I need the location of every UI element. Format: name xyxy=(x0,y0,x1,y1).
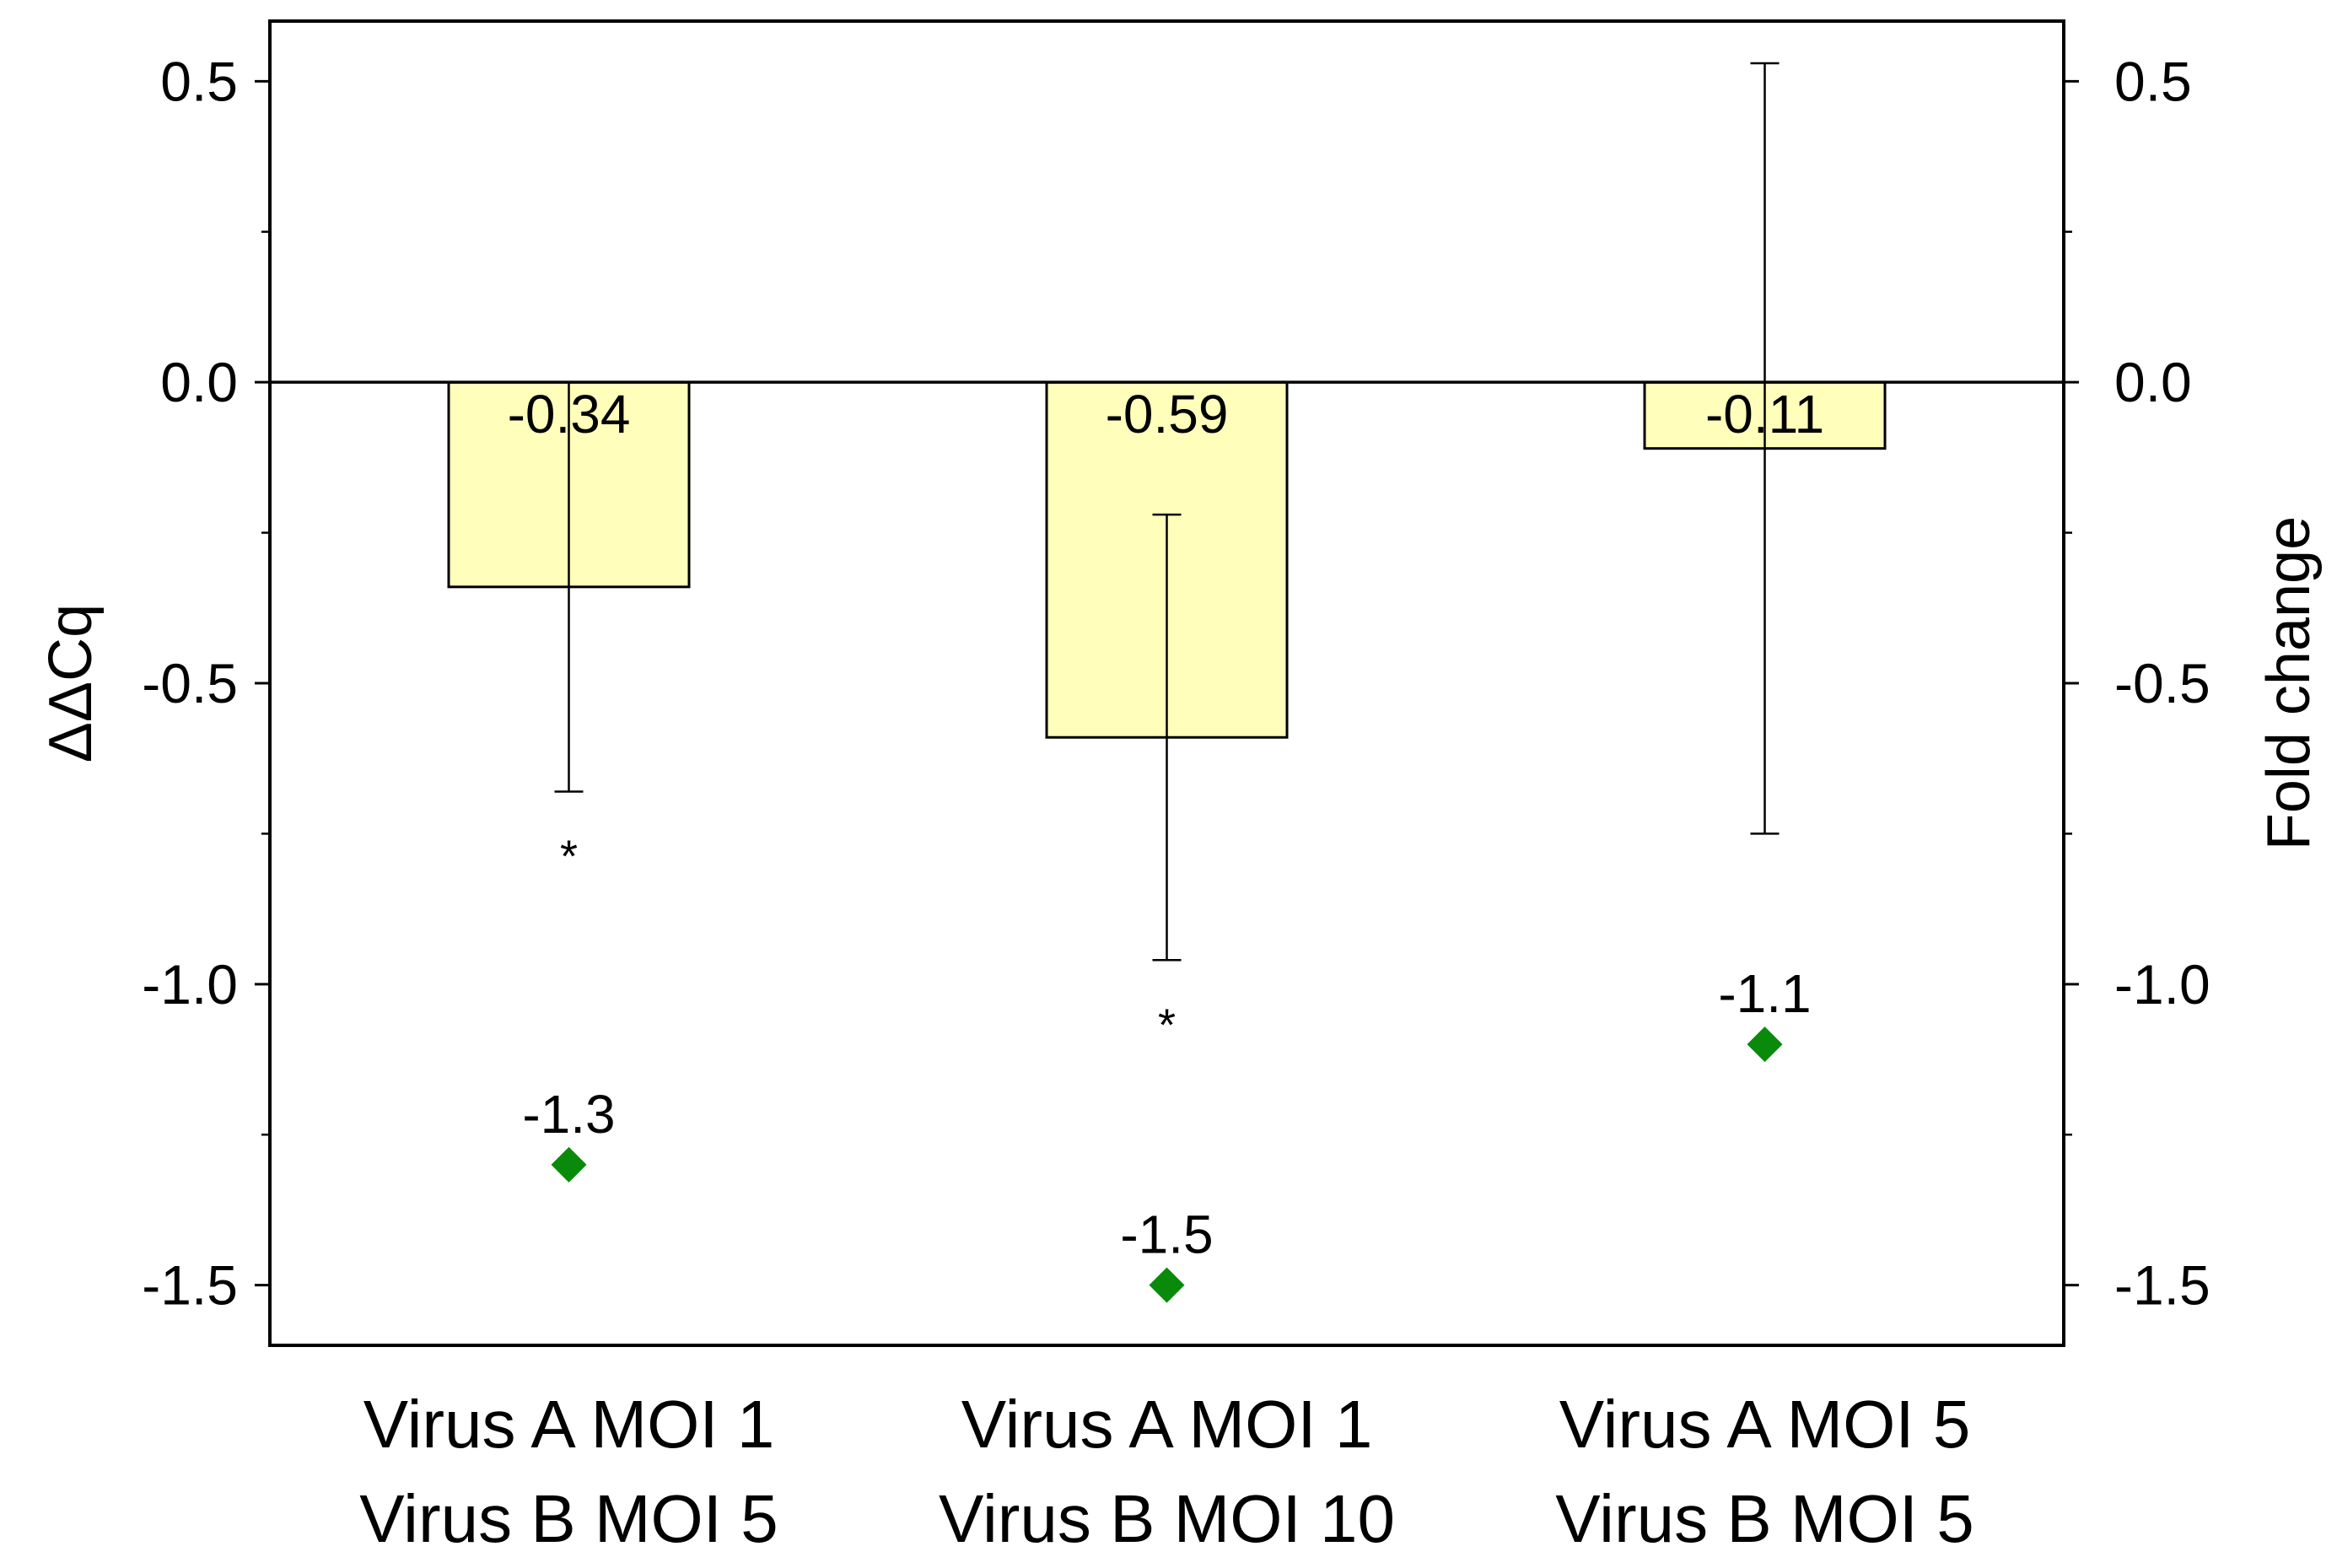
category-label-line2-3: Virus B MOI 5 xyxy=(1555,1481,1974,1556)
y-tick-label-left-5: -1.5 xyxy=(142,1254,238,1317)
y-tick-label-right-2: 0.0 xyxy=(2114,351,2192,413)
ticks-layer: 0.5 0.5 0.0 0.0 -0.5 -0.5 -1.0 -1.0 -1.5 -1.5 xyxy=(142,50,2210,1316)
y-tick-label-right-3: -0.5 xyxy=(2114,652,2210,714)
y-tick-label-left-2: 0.0 xyxy=(160,351,238,413)
fold-change-point-1 xyxy=(551,1146,587,1183)
y-axis-title-left: ΔΔCq xyxy=(37,604,105,762)
fold-change-label-2: -1.5 xyxy=(1120,1204,1213,1265)
y-tick-label-left-1: 0.5 xyxy=(160,50,238,112)
y-axis-title-right: Fold change xyxy=(2255,516,2323,850)
fold-change-label-3: -1.1 xyxy=(1718,963,1811,1024)
category-label-line1-3: Virus A MOI 5 xyxy=(1559,1387,1971,1462)
significance-marker-2: * xyxy=(1158,1000,1176,1050)
y-tick-label-right-5: -1.5 xyxy=(2114,1254,2210,1317)
fold-change-label-1: -1.3 xyxy=(522,1084,615,1145)
y-tick-label-left-3: -0.5 xyxy=(142,652,238,714)
fold-change-point-2 xyxy=(1149,1267,1185,1303)
fold-change-point-3 xyxy=(1747,1026,1783,1063)
error-bars-layer xyxy=(554,62,1780,962)
bar-value-label-1: -0.34 xyxy=(508,384,631,445)
points-layer xyxy=(551,1026,1783,1303)
y-tick-label-left-4: -1.0 xyxy=(142,953,238,1016)
significance-marker-1: * xyxy=(560,831,578,881)
category-label-line1-2: Virus A MOI 1 xyxy=(961,1387,1373,1462)
category-labels: Virus A MOI 1 Virus B MOI 5 Virus A MOI 1 V… xyxy=(359,1387,1974,1556)
y-tick-label-right-4: -1.0 xyxy=(2114,953,2210,1016)
category-label-line1-1: Virus A MOI 1 xyxy=(363,1387,775,1462)
category-label-line2-2: Virus B MOI 10 xyxy=(939,1481,1395,1556)
bar-value-label-3: -0.11 xyxy=(1705,384,1824,445)
bar-value-label-2: -0.59 xyxy=(1106,384,1229,445)
labels-layer: * * -0.34 -0.59 -0.11 -1.3 -1.5 -1.1 xyxy=(508,384,1825,1264)
y-tick-label-right-1: 0.5 xyxy=(2114,50,2192,112)
category-label-line2-1: Virus B MOI 5 xyxy=(359,1481,778,1556)
